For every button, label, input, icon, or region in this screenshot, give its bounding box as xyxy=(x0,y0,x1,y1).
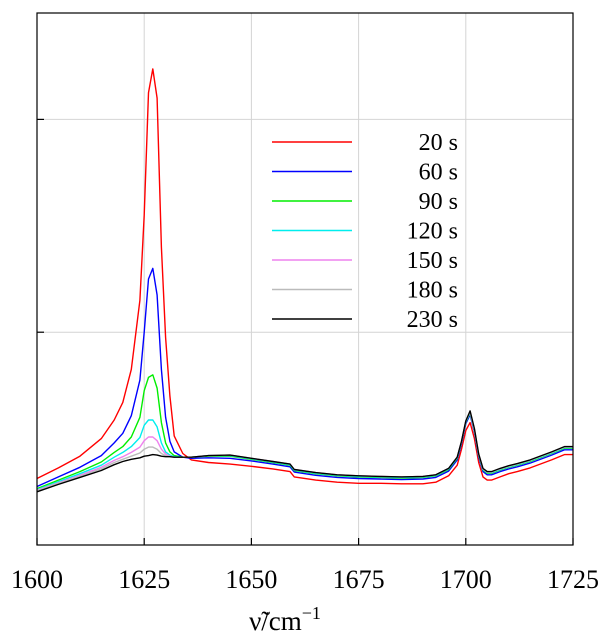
x-tick-label: 1700 xyxy=(440,565,492,594)
grid-lines xyxy=(37,13,573,545)
x-tick-label: 1725 xyxy=(547,565,599,594)
x-tick-label: 1625 xyxy=(118,565,170,594)
series-lines xyxy=(36,68,573,493)
legend-label: 180 s xyxy=(407,278,458,304)
legend-label: 120 s xyxy=(407,219,458,245)
x-tick-label: 1650 xyxy=(225,565,277,594)
series-line-20s xyxy=(36,68,573,485)
x-tick-labels: 1600 1625 1650 1675 1700 1725 xyxy=(11,565,599,594)
x-tick-label: 1675 xyxy=(333,565,385,594)
legend: 20 s 60 s 90 s 120 s 150 s 180 s 230 s xyxy=(272,130,458,333)
plot-frame xyxy=(36,12,574,546)
axis-ticks xyxy=(36,118,574,545)
x-axis-title-main: ν̃/cm xyxy=(249,606,302,636)
x-tick-label: 1600 xyxy=(11,565,63,594)
x-axis-title: ν̃/cm−1 xyxy=(249,603,321,636)
x-axis-title-exponent: −1 xyxy=(302,603,321,623)
legend-label: 20 s xyxy=(419,130,458,156)
series-line-60s xyxy=(36,267,573,488)
legend-label: 230 s xyxy=(407,307,458,333)
legend-label: 90 s xyxy=(419,189,458,215)
legend-label: 150 s xyxy=(407,248,458,274)
series-line-230s xyxy=(36,410,573,493)
legend-label: 60 s xyxy=(419,160,458,186)
